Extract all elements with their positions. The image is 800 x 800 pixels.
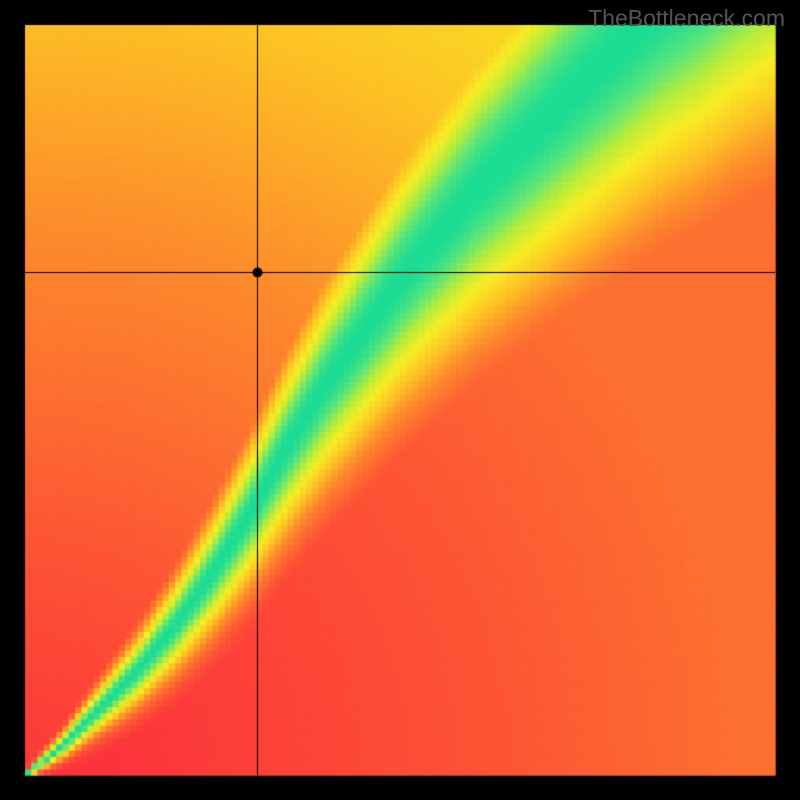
chart-container: TheBottleneck.com bbox=[0, 0, 800, 800]
bottleneck-heatmap bbox=[0, 0, 800, 800]
watermark-text: TheBottleneck.com bbox=[588, 5, 785, 32]
